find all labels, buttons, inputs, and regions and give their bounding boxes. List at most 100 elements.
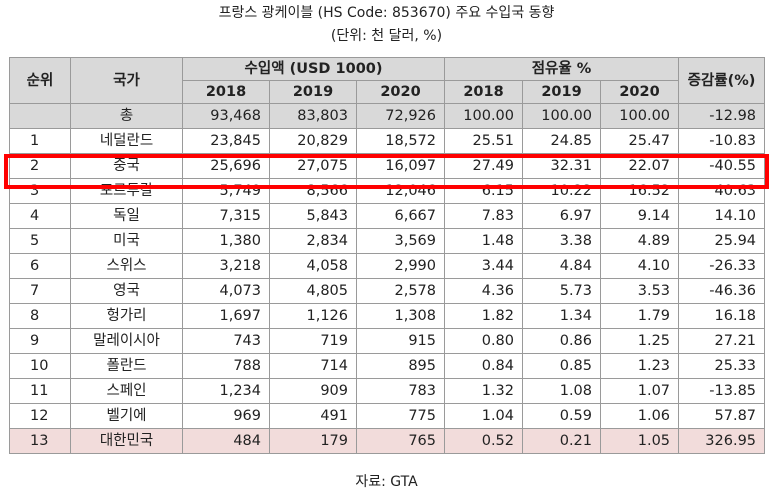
country-cell: 독일 xyxy=(70,203,183,229)
change-rate-cell: 57.87 xyxy=(678,403,766,429)
country-cell: 총 xyxy=(70,103,183,129)
header-country: 국가 xyxy=(70,57,183,104)
share-2018-cell: 0.84 xyxy=(444,353,524,379)
imports-2020-cell: 895 xyxy=(355,353,446,379)
share-2018-cell: 1.32 xyxy=(444,378,524,404)
imports-2018-cell: 23,845 xyxy=(182,128,270,154)
share-2018-cell: 6.15 xyxy=(444,178,524,204)
table-row: 6 스위스 3,218 4,058 2,990 3.44 4.84 4.10 -26.33 xyxy=(9,253,766,279)
change-rate-cell: 40.63 xyxy=(678,178,766,204)
table-row: 3 포르투갈 5,749 8,566 12,046 6.15 10.22 16.52 40.63 xyxy=(9,178,766,204)
change-rate-cell: -13.85 xyxy=(678,378,766,404)
imports-2018-cell: 1,380 xyxy=(182,228,270,254)
imports-2018-cell: 5,749 xyxy=(182,178,270,204)
imports-2019-cell: 27,075 xyxy=(269,153,357,179)
imports-2019-cell: 491 xyxy=(269,403,357,429)
share-2019-cell: 3.38 xyxy=(522,228,602,254)
change-rate-cell: 25.94 xyxy=(678,228,766,254)
header-imports-year: 2020 xyxy=(355,80,446,104)
rank-cell: 13 xyxy=(9,428,71,454)
imports-2020-cell: 2,990 xyxy=(355,253,446,279)
change-rate-cell: -12.98 xyxy=(678,103,766,129)
country-cell: 포르투갈 xyxy=(70,178,183,204)
imports-2019-cell: 4,058 xyxy=(269,253,357,279)
rank-cell: 4 xyxy=(9,203,71,229)
change-rate-cell: -10.83 xyxy=(678,128,766,154)
table-row: 1 네덜란드 23,845 20,829 18,572 25.51 24.85 25.47 -1… xyxy=(9,128,766,154)
share-2020-cell: 1.79 xyxy=(600,303,680,329)
imports-2020-cell: 1,308 xyxy=(355,303,446,329)
change-rate-cell: 27.21 xyxy=(678,328,766,354)
imports-2019-cell: 179 xyxy=(269,428,357,454)
share-2019-cell: 0.86 xyxy=(522,328,602,354)
rank-cell: 8 xyxy=(9,303,71,329)
imports-2019-cell: 83,803 xyxy=(269,103,357,129)
share-2020-cell: 25.47 xyxy=(600,128,680,154)
country-cell: 대한민국 xyxy=(70,428,183,454)
imports-2020-cell: 6,667 xyxy=(355,203,446,229)
imports-2020-cell: 12,046 xyxy=(355,178,446,204)
imports-2018-cell: 4,073 xyxy=(182,278,270,304)
rank-cell: 1 xyxy=(9,128,71,154)
country-cell: 미국 xyxy=(70,228,183,254)
imports-2019-cell: 4,805 xyxy=(269,278,357,304)
table-row: 12 벨기에 969 491 775 1.04 0.59 1.06 57.87 xyxy=(9,403,766,429)
header-imports-year: 2018 xyxy=(182,80,270,104)
share-2020-cell: 3.53 xyxy=(600,278,680,304)
imports-2018-cell: 788 xyxy=(182,353,270,379)
change-rate-cell: -46.36 xyxy=(678,278,766,304)
imports-2019-cell: 8,566 xyxy=(269,178,357,204)
imports-2019-cell: 719 xyxy=(269,328,357,354)
imports-2020-cell: 72,926 xyxy=(355,103,446,129)
table-row: 7 영국 4,073 4,805 2,578 4.36 5.73 3.53 -46.36 xyxy=(9,278,766,304)
imports-2018-cell: 484 xyxy=(182,428,270,454)
share-2020-cell: 4.10 xyxy=(600,253,680,279)
header-imports-group: 수입액 (USD 1000) xyxy=(181,57,446,81)
imports-2020-cell: 765 xyxy=(355,428,446,454)
share-2020-cell: 9.14 xyxy=(600,203,680,229)
unit-subtitle: (단위: 천 달러, %) xyxy=(330,28,443,44)
header-share-year: 2020 xyxy=(600,80,680,104)
share-2020-cell: 1.06 xyxy=(600,403,680,429)
imports-2019-cell: 20,829 xyxy=(269,128,357,154)
source-note: 자료: GTA xyxy=(355,474,418,490)
korea-row: 13 대한민국 484 179 765 0.52 0.21 1.05 326.95 xyxy=(9,428,766,454)
header-share-year: 2018 xyxy=(444,80,524,104)
imports-2020-cell: 783 xyxy=(355,378,446,404)
share-2019-cell: 100.00 xyxy=(522,103,602,129)
imports-2018-cell: 743 xyxy=(182,328,270,354)
imports-2019-cell: 5,843 xyxy=(269,203,357,229)
imports-2019-cell: 909 xyxy=(269,378,357,404)
share-2018-cell: 25.51 xyxy=(444,128,524,154)
share-2020-cell: 1.07 xyxy=(600,378,680,404)
country-cell: 중국 xyxy=(70,153,183,179)
country-cell: 스위스 xyxy=(70,253,183,279)
share-2019-cell: 5.73 xyxy=(522,278,602,304)
rank-cell xyxy=(9,103,71,129)
share-2020-cell: 1.25 xyxy=(600,328,680,354)
rank-cell: 6 xyxy=(9,253,71,279)
total-row: 총 93,468 83,803 72,926 100.00 100.00 100.00 -12… xyxy=(9,103,766,129)
imports-2018-cell: 1,697 xyxy=(182,303,270,329)
change-rate-cell: 25.33 xyxy=(678,353,766,379)
header-imports-year: 2019 xyxy=(269,80,357,104)
table-row: 11 스페인 1,234 909 783 1.32 1.08 1.07 -13.85 xyxy=(9,378,766,404)
table-row: 8 헝가리 1,697 1,126 1,308 1.82 1.34 1.79 16.18 xyxy=(9,303,766,329)
header-change: 증감률(%) xyxy=(678,57,766,104)
table-row: 10 폴란드 788 714 895 0.84 0.85 1.23 25.33 xyxy=(9,353,766,379)
imports-2020-cell: 775 xyxy=(355,403,446,429)
share-2019-cell: 24.85 xyxy=(522,128,602,154)
country-cell: 스페인 xyxy=(70,378,183,404)
imports-2020-cell: 18,572 xyxy=(355,128,446,154)
country-cell: 벨기에 xyxy=(70,403,183,429)
share-2018-cell: 27.49 xyxy=(444,153,524,179)
header-share-group: 점유율 % xyxy=(444,57,680,81)
share-2018-cell: 1.04 xyxy=(444,403,524,429)
share-2020-cell: 1.05 xyxy=(600,428,680,454)
rank-cell: 7 xyxy=(9,278,71,304)
table-row: 9 말레이시아 743 719 915 0.80 0.86 1.25 27.21 xyxy=(9,328,766,354)
imports-2020-cell: 2,578 xyxy=(355,278,446,304)
share-2018-cell: 100.00 xyxy=(444,103,524,129)
header-rank: 순위 xyxy=(9,57,71,104)
share-2018-cell: 0.80 xyxy=(444,328,524,354)
